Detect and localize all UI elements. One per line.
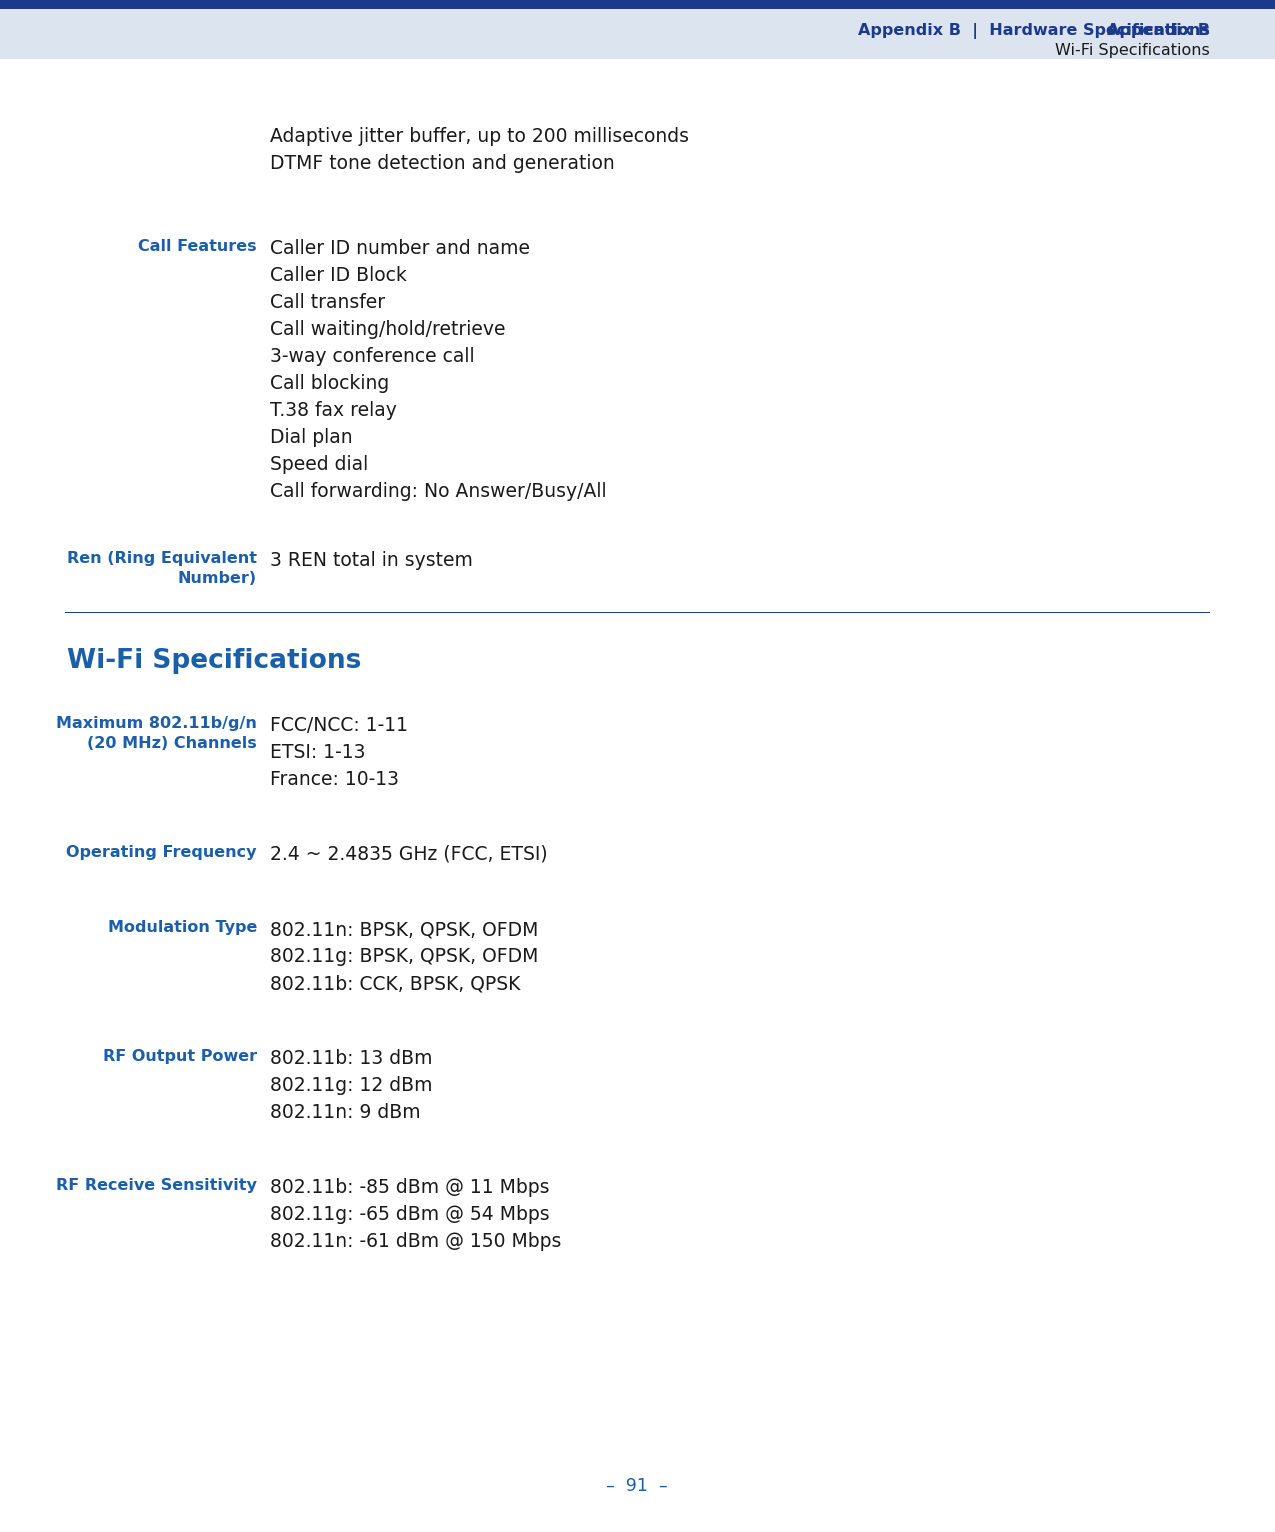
Text: France: 10-13: France: 10-13 [270, 771, 399, 789]
Text: Wi-Fi Specifications: Wi-Fi Specifications [68, 648, 361, 674]
Text: (20 MHz) Channels: (20 MHz) Channels [87, 735, 258, 751]
Text: Speed dial: Speed dial [270, 455, 368, 473]
Text: RF Receive Sensitivity: RF Receive Sensitivity [56, 1178, 258, 1193]
Text: Call forwarding: No Answer/Busy/All: Call forwarding: No Answer/Busy/All [270, 483, 607, 501]
Text: 802.11n: BPSK, QPSK, OFDM: 802.11n: BPSK, QPSK, OFDM [270, 921, 538, 939]
Text: Appendix B  |  Hardware Specifications: Appendix B | Hardware Specifications [858, 23, 1210, 38]
Text: 802.11g: BPSK, QPSK, OFDM: 802.11g: BPSK, QPSK, OFDM [270, 947, 538, 967]
Text: ETSI: 1-13: ETSI: 1-13 [270, 743, 366, 761]
Text: 802.11n: 9 dBm: 802.11n: 9 dBm [270, 1103, 421, 1121]
Text: Call waiting/hold/retrieve: Call waiting/hold/retrieve [270, 320, 505, 339]
Text: Call blocking: Call blocking [270, 374, 389, 394]
Bar [0, 0, 1275, 9]
Text: Call transfer: Call transfer [270, 293, 385, 313]
Text: Caller ID Block: Caller ID Block [270, 267, 407, 285]
Text: Operating Frequency: Operating Frequency [66, 846, 258, 859]
Text: 802.11b: -85 dBm @ 11 Mbps: 802.11b: -85 dBm @ 11 Mbps [270, 1178, 550, 1196]
Text: 3-way conference call: 3-way conference call [270, 348, 474, 366]
Text: Appendix B: Appendix B [1107, 23, 1210, 38]
Text: RF Output Power: RF Output Power [103, 1049, 258, 1065]
Text: Caller ID number and name: Caller ID number and name [270, 239, 530, 257]
Text: Ren (Ring Equivalent: Ren (Ring Equivalent [68, 552, 258, 565]
Text: T.38 fax relay: T.38 fax relay [270, 401, 397, 420]
Bar [0, 9, 1275, 60]
Text: Wi-Fi Specifications: Wi-Fi Specifications [1056, 43, 1210, 58]
Text: FCC/NCC: 1-11: FCC/NCC: 1-11 [270, 715, 408, 735]
Text: Maximum 802.11b/g/n: Maximum 802.11b/g/n [56, 715, 258, 731]
Text: Modulation Type: Modulation Type [107, 921, 258, 935]
Text: –  91  –: – 91 – [606, 1477, 668, 1495]
Text: 802.11g: 12 dBm: 802.11g: 12 dBm [270, 1075, 432, 1095]
Text: 802.11b: 13 dBm: 802.11b: 13 dBm [270, 1049, 432, 1068]
Text: Call Features: Call Features [139, 239, 258, 254]
Text: Adaptive jitter buffer, up to 200 milliseconds: Adaptive jitter buffer, up to 200 millis… [270, 127, 689, 146]
Text: 802.11g: -65 dBm @ 54 Mbps: 802.11g: -65 dBm @ 54 Mbps [270, 1206, 550, 1224]
Text: DTMF tone detection and generation: DTMF tone detection and generation [270, 155, 615, 173]
Text: 802.11n: -61 dBm @ 150 Mbps: 802.11n: -61 dBm @ 150 Mbps [270, 1232, 561, 1252]
Text: 802.11b: CCK, BPSK, QPSK: 802.11b: CCK, BPSK, QPSK [270, 974, 520, 993]
Text: Appendix B  |  Hardware Specifications: Appendix B | Hardware Specifications [858, 23, 1210, 38]
Text: 3 REN total in system: 3 REN total in system [270, 552, 473, 570]
Text: Number): Number) [179, 571, 258, 587]
Text: 2.4 ~ 2.4835 GHz (FCC, ETSI): 2.4 ~ 2.4835 GHz (FCC, ETSI) [270, 846, 548, 864]
Text: Dial plan: Dial plan [270, 427, 353, 447]
